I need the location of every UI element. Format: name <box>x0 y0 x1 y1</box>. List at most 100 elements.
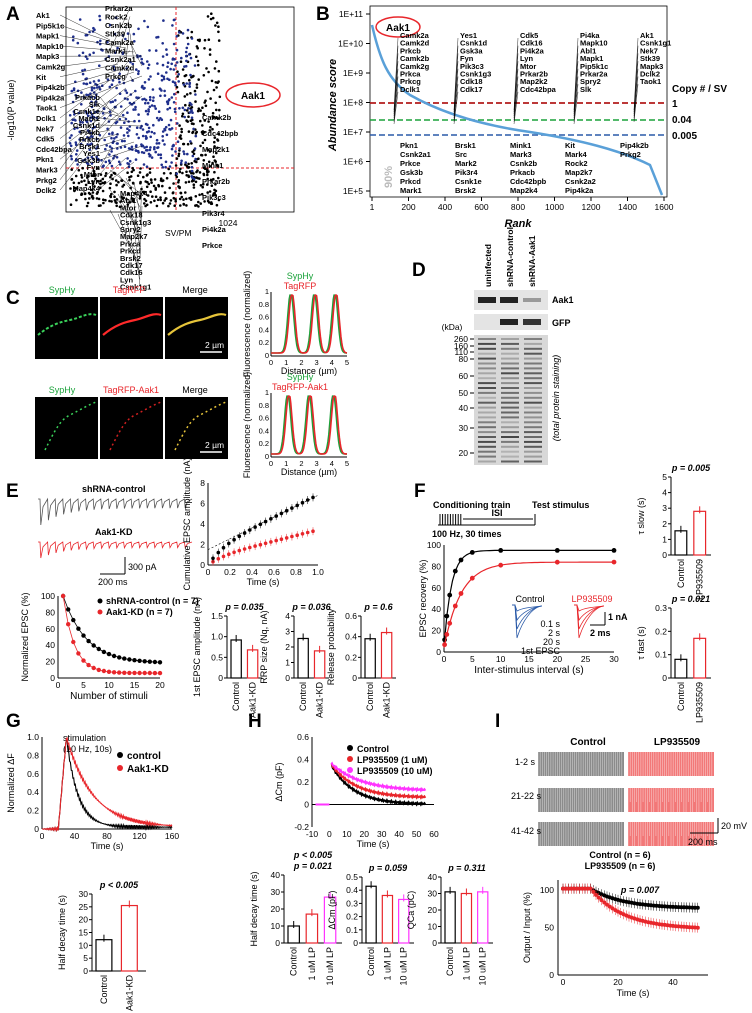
scatter-point <box>162 77 166 81</box>
kinase-label: Brsk1 <box>455 141 476 150</box>
data-point <box>447 620 453 626</box>
scatter-point <box>94 100 98 103</box>
scatter-point <box>178 185 181 189</box>
scatter-point <box>185 204 188 207</box>
bar <box>460 892 473 944</box>
panel-f: F Conditioning train Test stimulus ISI 1… <box>414 463 711 723</box>
scatter-point <box>95 197 99 200</box>
p-value: p = 0.6 <box>363 602 393 612</box>
label-leader <box>453 76 459 121</box>
panel-f-recovery-plot: 0 20 40 60 80 100 0 5 10 15 20 25 30 Inter-stimulus i… <box>418 540 628 676</box>
protein-band <box>501 377 519 380</box>
scatter-point <box>135 144 138 147</box>
kinase-label: Map2k1 <box>202 145 230 154</box>
profile-line <box>271 294 347 354</box>
scatter-point <box>90 195 94 199</box>
scatter-point <box>206 171 209 174</box>
scatter-point <box>180 195 184 199</box>
scatter-point <box>98 88 102 91</box>
scatter-point <box>149 75 152 78</box>
panel-g-bar: 0 5 10 15 20 25 30 Half decay time (s) Control Aa… <box>57 880 146 1011</box>
scatter-point <box>175 85 179 89</box>
scatter-point <box>186 36 189 40</box>
kinase-label: Ak1 <box>640 31 654 40</box>
x-tick-label: 1200 <box>582 202 601 212</box>
p-value: p = 0.059 <box>368 863 407 873</box>
scatter-point <box>143 97 146 101</box>
protein-band <box>524 396 542 399</box>
y-tick-label: 0.1 <box>346 925 358 935</box>
p-value: p = 0.005 <box>671 463 711 473</box>
protein-band <box>501 460 519 463</box>
scatter-point <box>170 62 173 66</box>
scatter-point <box>210 184 214 187</box>
scatter-point <box>86 176 89 179</box>
scatter-point <box>195 130 198 134</box>
scatter-point <box>195 170 198 174</box>
scatter-point <box>79 123 82 126</box>
scatter-point <box>80 173 83 177</box>
kinase-label: Abl1 <box>120 196 136 205</box>
scatter-point <box>126 131 129 134</box>
scatter-point <box>185 82 188 85</box>
scatter-point <box>198 171 202 174</box>
scatter-point <box>181 114 184 118</box>
scatter-point <box>196 38 200 42</box>
scatter-point <box>128 159 132 163</box>
scatter-point <box>110 200 113 203</box>
y-tick-label: 0.4 <box>27 787 39 797</box>
scatter-point <box>118 72 121 76</box>
scatter-point <box>201 132 204 136</box>
label-leader <box>129 75 135 83</box>
scatter-point <box>185 93 189 96</box>
x-tick-label: 0 <box>56 680 61 690</box>
x-category-label: Control <box>99 975 109 1004</box>
scatter-point <box>109 114 112 117</box>
inset-label: 2 s <box>548 628 561 638</box>
panel-h-letter: H <box>248 711 262 732</box>
panel-i-row1: 1-2 s <box>515 757 536 767</box>
scatter-point <box>85 204 89 208</box>
scatter-point <box>148 95 152 99</box>
scatter-point <box>199 109 202 112</box>
x-tick-label: 2 <box>299 459 303 468</box>
protein-band <box>501 436 519 438</box>
scatter-point <box>110 150 113 153</box>
x-axis-label: Time (s) <box>357 839 390 849</box>
protein-band <box>478 391 496 394</box>
scatter-point <box>114 51 117 54</box>
scatter-point <box>113 195 116 199</box>
panel-b-pct: 90% <box>383 166 395 188</box>
protein-band <box>501 387 519 389</box>
label-leader <box>573 76 579 121</box>
panel-f-protocol: ISI <box>438 508 536 526</box>
scatter-point <box>126 111 129 114</box>
x-tick-label: 10 <box>104 680 114 690</box>
scatter-point <box>211 16 215 20</box>
data-point <box>442 642 447 648</box>
scatter-point <box>180 127 183 131</box>
scatter-point <box>209 125 212 129</box>
kinase-label: Mark3 <box>510 150 532 159</box>
scatter-point <box>185 119 188 122</box>
scatter-point <box>202 112 205 116</box>
label-leader <box>139 205 143 258</box>
label-leader <box>109 7 131 51</box>
label-leader <box>125 197 141 244</box>
scatter-point <box>157 142 161 145</box>
scatter-point <box>178 197 182 201</box>
marker-label: 40 <box>459 403 469 413</box>
scatter-point <box>93 103 97 106</box>
label-leader <box>129 41 143 67</box>
scatter-point <box>73 113 76 116</box>
y-tick-label: 1E+10 <box>338 39 363 49</box>
scatter-point <box>147 126 151 130</box>
scatter-point <box>159 198 162 202</box>
y-tick-label: 1E+5 <box>343 186 363 196</box>
scatter-point <box>89 119 93 123</box>
scatter-point <box>160 163 163 167</box>
scatter-point <box>108 199 111 203</box>
scatter-point <box>120 139 124 143</box>
y-tick-label: 0.2 <box>345 652 357 662</box>
scatter-point <box>117 160 121 164</box>
